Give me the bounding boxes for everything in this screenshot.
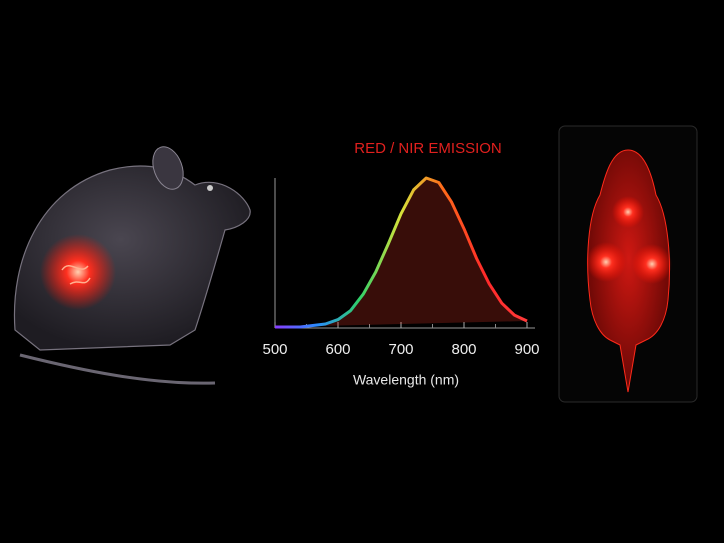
x-axis-label: Wavelength (nm) (353, 372, 459, 388)
emission-area (275, 178, 527, 327)
x-tick-label: 600 (325, 341, 350, 358)
x-tick-label: 500 (262, 341, 287, 358)
x-tick-label: 700 (388, 341, 413, 358)
right-panel (558, 125, 698, 403)
x-tick-label: 900 (514, 341, 539, 358)
emission-line (275, 176, 528, 329)
left-mouse (13, 146, 251, 385)
chart: RED / NIR EMISSION Wavelength (nm) 500 60… (262, 140, 539, 388)
chart-title: RED / NIR EMISSION (354, 140, 502, 157)
x-tick-label: 800 (451, 341, 476, 358)
